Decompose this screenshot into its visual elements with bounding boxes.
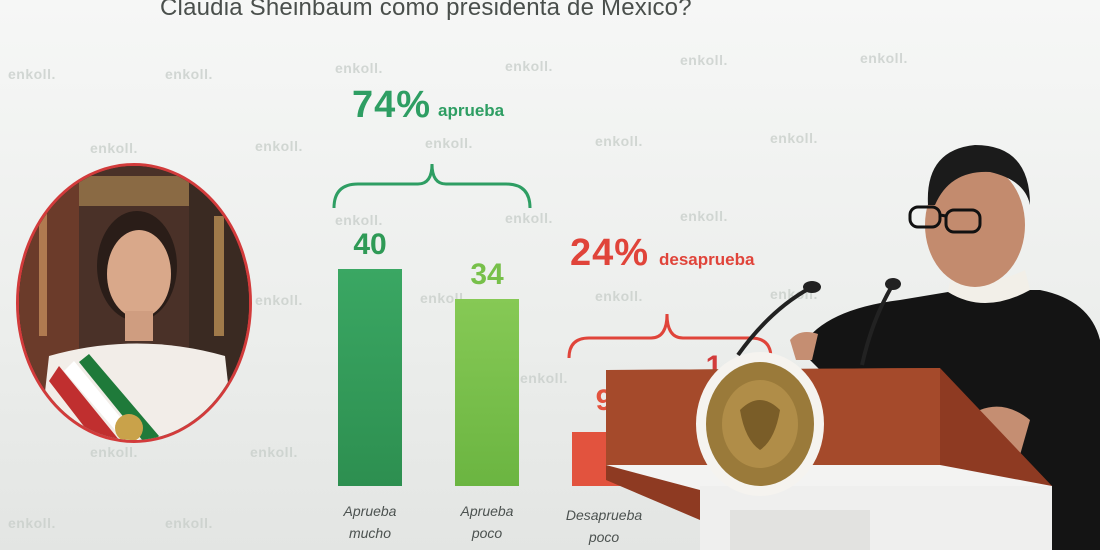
watermark: enkoll. bbox=[505, 58, 553, 74]
slide-question: Claudia Sheinbaum como presidenta de Mex… bbox=[160, 0, 692, 21]
watermark: enkoll. bbox=[770, 130, 818, 146]
watermark: enkoll. bbox=[860, 50, 908, 66]
category-line1: Aprueba bbox=[460, 503, 514, 519]
category-line1: Desaprueba bbox=[565, 507, 643, 523]
watermark: enkoll. bbox=[520, 370, 568, 386]
category-label-desaprueba-poco: Desaprueba poco bbox=[548, 504, 660, 548]
microphone-icon bbox=[736, 278, 901, 366]
disapprove-percent: 24% bbox=[570, 232, 650, 274]
bar-aprueba-mucho bbox=[338, 269, 402, 486]
watermark: enkoll. bbox=[255, 138, 303, 154]
bar-aprueba-poco bbox=[455, 299, 519, 486]
speaker-hand bbox=[790, 332, 818, 360]
watermark: enkoll. bbox=[250, 444, 298, 460]
category-line2: mucho bbox=[348, 525, 392, 541]
watermark: enkoll. bbox=[255, 292, 303, 308]
speaker-face bbox=[925, 163, 1025, 287]
disapprove-label: desaprueba bbox=[659, 250, 755, 269]
bar-value-aprueba-mucho: 40 bbox=[353, 228, 387, 261]
watermark: enkoll. bbox=[680, 208, 728, 224]
glasses-icon bbox=[908, 205, 982, 234]
approve-percent: 74% bbox=[352, 84, 432, 126]
watermark: enkoll. bbox=[425, 135, 473, 151]
watermark: enkoll. bbox=[90, 444, 138, 460]
category-line2: poco bbox=[471, 525, 503, 541]
watermark: enkoll. bbox=[595, 288, 643, 304]
category-line1: Aprueba bbox=[343, 503, 397, 519]
bar-value-aprueba-poco: 34 bbox=[470, 258, 504, 291]
speaker-hair bbox=[927, 145, 1030, 205]
approve-label: aprueba bbox=[438, 101, 505, 120]
watermark: enkoll. bbox=[165, 515, 213, 531]
approve-brace bbox=[332, 163, 532, 209]
watermark: enkoll. bbox=[165, 66, 213, 82]
watermark: enkoll. bbox=[8, 66, 56, 82]
speaker-collar bbox=[948, 270, 1030, 304]
watermark: enkoll. bbox=[680, 52, 728, 68]
watermark: enkoll. bbox=[90, 140, 138, 156]
watermark: enkoll. bbox=[505, 210, 553, 226]
podium-seal bbox=[696, 352, 824, 496]
watermark: enkoll. bbox=[595, 133, 643, 149]
disapprove-brace bbox=[567, 313, 773, 359]
category-line2: poco bbox=[588, 529, 620, 545]
watermark: enkoll. bbox=[335, 212, 383, 228]
category-label-aprueba-poco: Aprueba poco bbox=[435, 500, 539, 544]
watermark: enkoll. bbox=[335, 60, 383, 76]
watermark: enkoll. bbox=[8, 515, 56, 531]
category-label-aprueba-mucho: Aprueba mucho bbox=[318, 500, 422, 544]
